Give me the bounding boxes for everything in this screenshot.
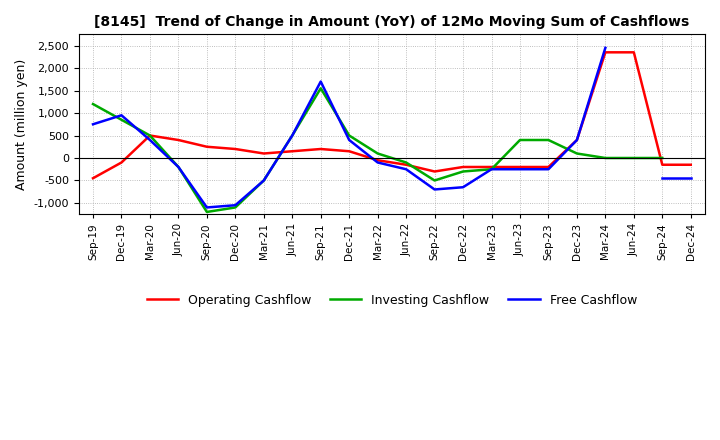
Free Cashflow (402, 167, 410, 172)
Free Cashflow (89, 121, 97, 127)
Operating Cashflow (629, 50, 638, 55)
Operating Cashflow (544, 165, 553, 170)
Operating Cashflow (316, 147, 325, 152)
Investing Cashflow (145, 133, 154, 138)
Free Cashflow (487, 167, 496, 172)
Operating Cashflow (459, 165, 467, 170)
Investing Cashflow (658, 155, 667, 161)
Operating Cashflow (402, 162, 410, 167)
Free Cashflow (231, 202, 240, 208)
Operating Cashflow (374, 158, 382, 163)
Investing Cashflow (572, 151, 581, 156)
Y-axis label: Amount (million yen): Amount (million yen) (15, 59, 28, 190)
Free Cashflow (288, 133, 297, 138)
Operating Cashflow (431, 169, 439, 174)
Free Cashflow (174, 165, 183, 170)
Investing Cashflow (117, 117, 126, 122)
Free Cashflow (572, 137, 581, 143)
Investing Cashflow (402, 160, 410, 165)
Investing Cashflow (374, 151, 382, 156)
Free Cashflow (259, 178, 268, 183)
Free Cashflow (117, 113, 126, 118)
Investing Cashflow (288, 133, 297, 138)
Free Cashflow (601, 45, 610, 51)
Free Cashflow (345, 137, 354, 143)
Operating Cashflow (145, 133, 154, 138)
Free Cashflow (431, 187, 439, 192)
Investing Cashflow (345, 133, 354, 138)
Free Cashflow (202, 205, 211, 210)
Operating Cashflow (345, 149, 354, 154)
Free Cashflow (145, 137, 154, 143)
Investing Cashflow (487, 167, 496, 172)
Line: Investing Cashflow: Investing Cashflow (93, 88, 662, 212)
Free Cashflow (374, 160, 382, 165)
Free Cashflow (544, 167, 553, 172)
Investing Cashflow (231, 205, 240, 210)
Operating Cashflow (89, 176, 97, 181)
Operating Cashflow (572, 137, 581, 143)
Investing Cashflow (431, 178, 439, 183)
Investing Cashflow (259, 178, 268, 183)
Legend: Operating Cashflow, Investing Cashflow, Free Cashflow: Operating Cashflow, Investing Cashflow, … (142, 289, 642, 312)
Operating Cashflow (231, 147, 240, 152)
Operating Cashflow (259, 151, 268, 156)
Operating Cashflow (288, 149, 297, 154)
Operating Cashflow (487, 165, 496, 170)
Investing Cashflow (89, 101, 97, 106)
Investing Cashflow (459, 169, 467, 174)
Investing Cashflow (601, 155, 610, 161)
Investing Cashflow (544, 137, 553, 143)
Operating Cashflow (202, 144, 211, 150)
Free Cashflow (516, 167, 524, 172)
Investing Cashflow (629, 155, 638, 161)
Operating Cashflow (516, 165, 524, 170)
Operating Cashflow (686, 162, 695, 167)
Investing Cashflow (174, 165, 183, 170)
Operating Cashflow (174, 137, 183, 143)
Free Cashflow (459, 185, 467, 190)
Operating Cashflow (117, 160, 126, 165)
Operating Cashflow (658, 162, 667, 167)
Investing Cashflow (202, 209, 211, 215)
Title: [8145]  Trend of Change in Amount (YoY) of 12Mo Moving Sum of Cashflows: [8145] Trend of Change in Amount (YoY) o… (94, 15, 690, 29)
Line: Operating Cashflow: Operating Cashflow (93, 52, 690, 178)
Line: Free Cashflow: Free Cashflow (93, 48, 606, 208)
Investing Cashflow (516, 137, 524, 143)
Free Cashflow (316, 79, 325, 84)
Operating Cashflow (601, 50, 610, 55)
Investing Cashflow (316, 86, 325, 91)
